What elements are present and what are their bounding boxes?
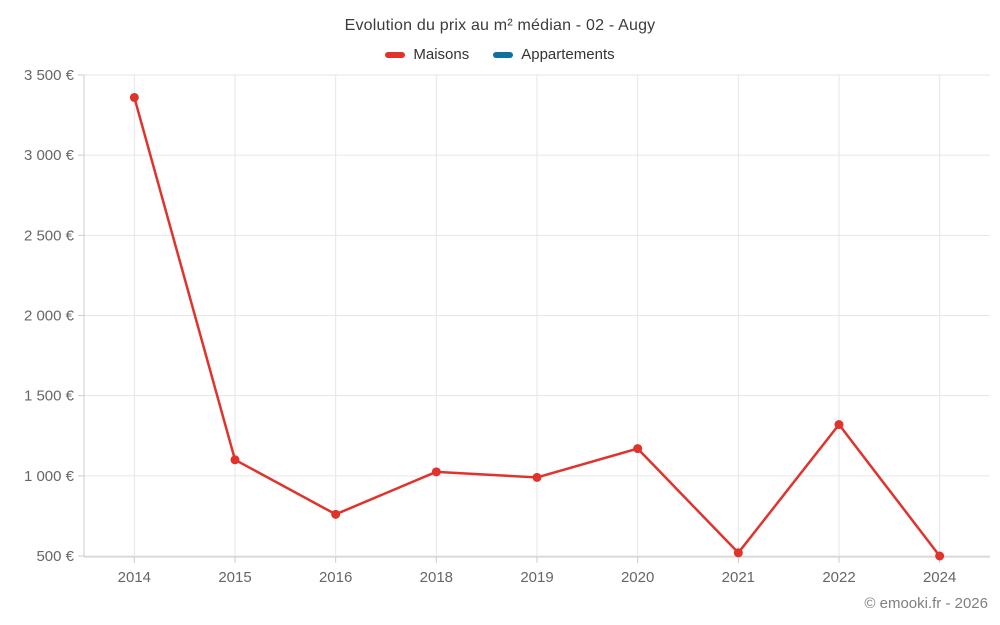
legend: Maisons Appartements	[0, 46, 1000, 63]
y-tick-label: 500 €	[36, 548, 74, 565]
y-tick-label: 1 000 €	[24, 468, 75, 485]
x-tick-label: 2019	[520, 569, 553, 586]
legend-item-maisons[interactable]: Maisons	[385, 46, 469, 63]
x-tick-label: 2021	[722, 569, 755, 586]
y-tick-label: 2 000 €	[24, 308, 75, 325]
data-point-maisons[interactable]	[935, 551, 945, 561]
maisons-series-swatch-icon	[385, 51, 406, 58]
y-tick-label: 3 000 €	[24, 147, 75, 164]
data-point-maisons[interactable]	[532, 472, 542, 482]
y-tick-label: 1 500 €	[24, 388, 75, 405]
x-tick-label: 2024	[923, 569, 956, 586]
appartements-series-swatch-icon	[493, 51, 514, 58]
data-point-maisons[interactable]	[633, 444, 643, 454]
legend-label-appartements: Appartements	[521, 46, 615, 63]
x-tick-label: 2022	[822, 569, 855, 586]
x-tick-label: 2018	[420, 569, 453, 586]
legend-item-appartements[interactable]: Appartements	[493, 46, 615, 63]
watermark-credit: © emooki.fr - 2026	[864, 595, 988, 612]
x-tick-label: 2014	[118, 569, 151, 586]
data-point-maisons[interactable]	[129, 92, 139, 102]
x-tick-label: 2015	[218, 569, 251, 586]
data-point-maisons[interactable]	[230, 455, 240, 465]
data-point-maisons[interactable]	[733, 548, 743, 558]
data-point-maisons[interactable]	[331, 509, 341, 519]
data-point-maisons[interactable]	[834, 420, 844, 430]
chart-title: Evolution du prix au m² médian - 02 - Au…	[344, 17, 656, 34]
legend-label-maisons: Maisons	[413, 46, 470, 63]
x-tick-label: 2016	[319, 569, 352, 586]
y-tick-label: 3 500 €	[24, 67, 75, 84]
data-point-maisons[interactable]	[431, 467, 441, 477]
x-tick-label: 2020	[621, 569, 654, 586]
y-tick-label: 2 500 €	[24, 227, 75, 244]
